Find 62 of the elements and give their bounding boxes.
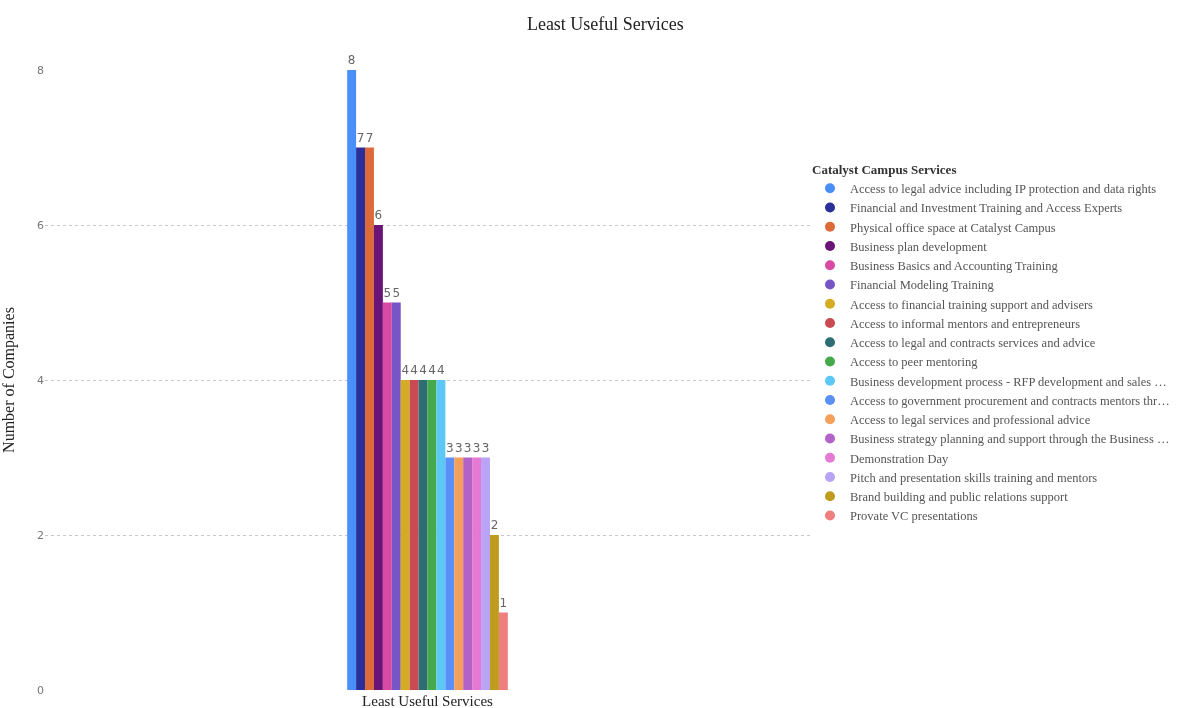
- data-label: 4: [401, 363, 410, 377]
- legend-label: Access to financial training support and advisers: [850, 297, 1094, 312]
- data-label: 1: [499, 595, 508, 610]
- legend-label: Pitch and presentation skills training and mentors: [850, 470, 1098, 485]
- data-label: 4: [428, 363, 436, 377]
- bar: [365, 147, 374, 690]
- bar: [409, 380, 419, 690]
- bar: [489, 535, 499, 690]
- legend-label: Physical office space at Catalyst Campus: [850, 220, 1056, 235]
- y-tick-label: 4: [37, 373, 44, 387]
- y-axis-title: Number of Companies: [0, 307, 18, 453]
- data-label: 3: [445, 440, 454, 455]
- legend-label: Business development process - RFP development and sales …: [850, 374, 1167, 389]
- y-tick-label: 2: [37, 528, 44, 542]
- bar: [347, 70, 357, 690]
- data-label: 5: [383, 285, 392, 300]
- legend-label: Access to legal and contracts services and advice: [850, 336, 1096, 351]
- bar: [373, 225, 383, 690]
- data-label: 3: [481, 440, 490, 455]
- data-label: 2: [490, 518, 499, 532]
- legend-label: Financial and Investment Training and Access Experts: [850, 201, 1123, 216]
- bar: [400, 380, 410, 690]
- legend-label: Business Basics and Accounting Training: [850, 259, 1059, 274]
- data-label: 7: [356, 130, 365, 145]
- data-label: 6: [374, 208, 383, 222]
- data-label: 5: [392, 285, 401, 300]
- legend-label: Access to legal advice including IP protection and data rights: [850, 182, 1157, 197]
- data-label: 7: [365, 130, 374, 145]
- legend-label: Access to informal mentors and entrepreneurs: [850, 316, 1081, 331]
- bar: [382, 302, 392, 690]
- legend-label: Access to government procurement and contracts mentors thr…: [850, 393, 1170, 408]
- legend-label: Financial Modeling Training: [850, 278, 995, 293]
- bar: [418, 380, 428, 690]
- chart-title: Least Useful Services: [526, 14, 684, 35]
- bar: [481, 457, 490, 690]
- data-label: 3: [472, 440, 481, 455]
- data-label: 4: [410, 363, 418, 377]
- data-label: 4: [437, 363, 445, 377]
- y-tick-label: 6: [37, 218, 44, 232]
- data-label: 3: [463, 440, 472, 455]
- y-tick-label: 8: [37, 63, 44, 77]
- bar: [463, 457, 473, 690]
- legend-label: Business plan development: [850, 239, 988, 254]
- bar: [472, 457, 482, 690]
- bar: [356, 147, 366, 690]
- bar: [427, 380, 437, 690]
- legend-label: Access to peer mentoring: [850, 355, 979, 370]
- legend-label: Business strategy planning and support through the Business …: [850, 432, 1170, 447]
- legend-title: Catalyst Campus Services: [812, 161, 957, 177]
- legend-label: Provate VC presentations: [850, 509, 978, 524]
- legend-label: Brand building and public relations support: [850, 490, 1069, 505]
- legend-label: Access to legal services and professional advice: [850, 413, 1091, 428]
- legend-label: Demonstration Day: [850, 451, 949, 466]
- bar: [498, 612, 508, 690]
- data-label: 8: [347, 53, 356, 67]
- bar: [454, 457, 464, 690]
- data-label: 4: [419, 363, 427, 377]
- bar: [436, 380, 446, 690]
- bar: [445, 457, 455, 690]
- y-tick-label: 0: [37, 683, 44, 697]
- bar: [391, 302, 401, 690]
- data-label: 3: [454, 440, 463, 455]
